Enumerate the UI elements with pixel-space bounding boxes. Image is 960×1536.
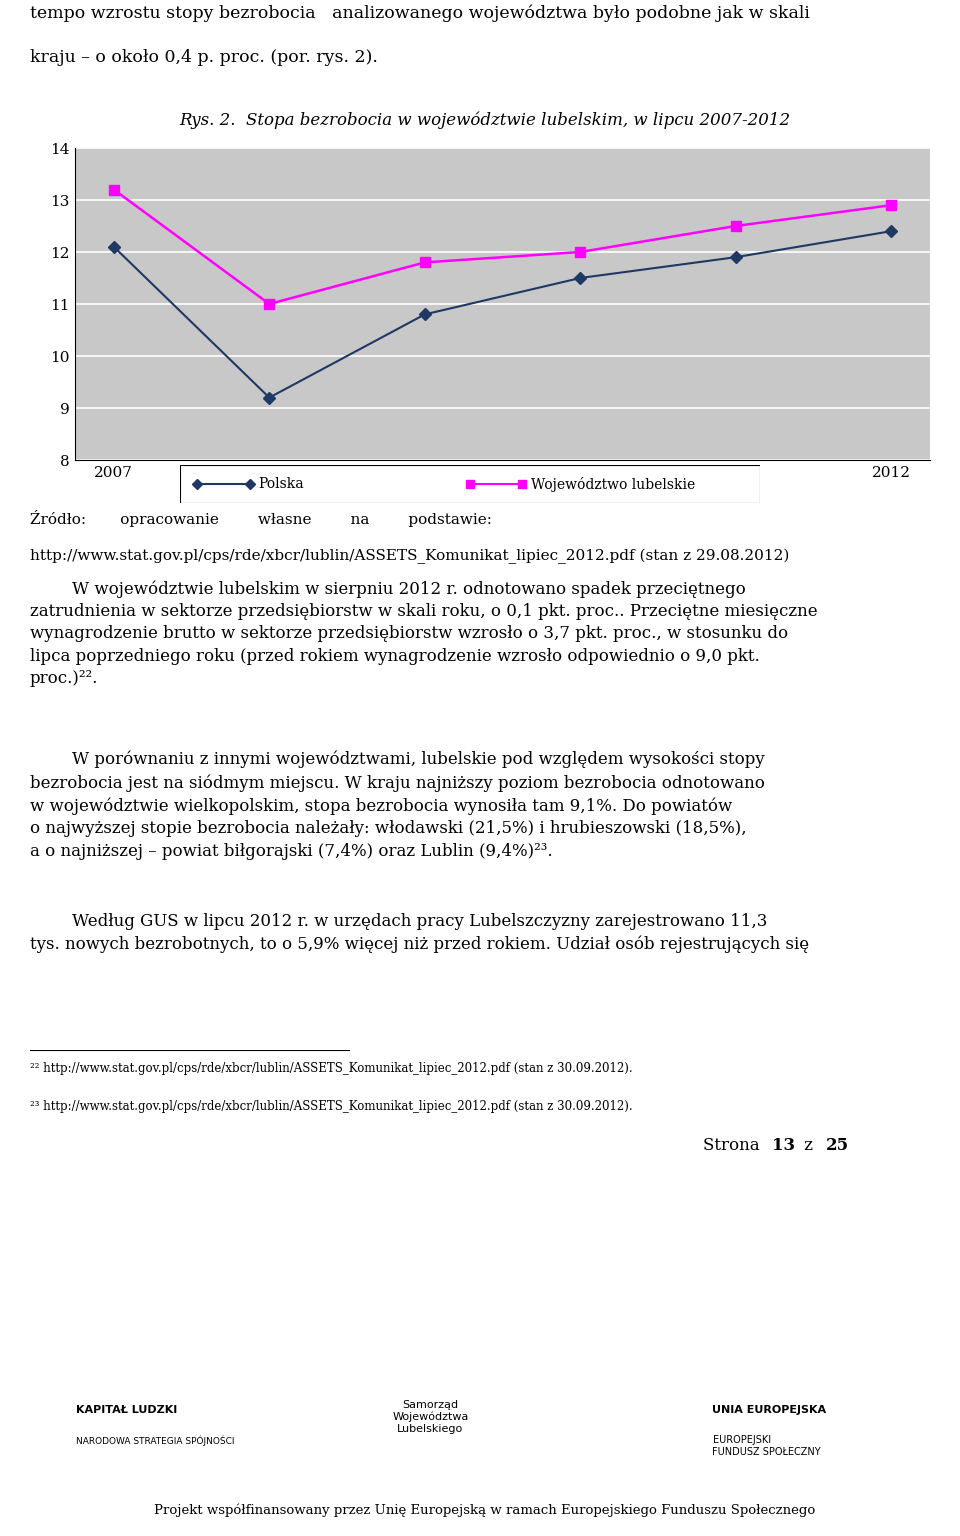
Text: Województwo lubelskie: Województwo lubelskie — [531, 476, 695, 492]
Text: KAPITAŁ LUDZKI: KAPITAŁ LUDZKI — [76, 1405, 177, 1415]
Text: NARODOWA STRATEGIA SPÓJNOŚCI: NARODOWA STRATEGIA SPÓJNOŚCI — [76, 1435, 234, 1445]
Text: Projekt współfinansowany przez Unię Europejską w ramach Europejskiego Funduszu S: Projekt współfinansowany przez Unię Euro… — [155, 1504, 816, 1516]
Text: 25: 25 — [827, 1137, 850, 1154]
Text: Strona: Strona — [704, 1137, 765, 1154]
Text: 13: 13 — [772, 1137, 795, 1154]
Text: UNIA EUROPEJSKA: UNIA EUROPEJSKA — [712, 1405, 827, 1415]
Text: W porównaniu z innymi województwami, lubelskie pod względem wysokości stopy
bezr: W porównaniu z innymi województwami, lub… — [30, 751, 765, 860]
Text: Źródło:       opracowanie        własne        na        podstawie:: Źródło: opracowanie własne na podstawie: — [30, 510, 492, 527]
Text: tempo wzrostu stopy bezrobocia   analizowanego województwa było podobne jak w sk: tempo wzrostu stopy bezrobocia analizowa… — [30, 5, 810, 23]
Text: Polska: Polska — [258, 478, 304, 492]
Text: kraju – o około 0,4 p. proc. (por. rys. 2).: kraju – o około 0,4 p. proc. (por. rys. … — [30, 49, 378, 66]
Text: ²³ http://www.stat.gov.pl/cps/rde/xbcr/lublin/ASSETS_Komunikat_lipiec_2012.pdf (: ²³ http://www.stat.gov.pl/cps/rde/xbcr/l… — [30, 1100, 633, 1112]
Text: Samorząd
Województwa
Lubelskiego: Samorząd Województwa Lubelskiego — [393, 1399, 468, 1433]
Text: W województwie lubelskim w sierpniu 2012 r. odnotowano spadek przeciętnego
zatru: W województwie lubelskim w sierpniu 2012… — [30, 581, 818, 687]
Text: ²² http://www.stat.gov.pl/cps/rde/xbcr/lublin/ASSETS_Komunikat_lipiec_2012.pdf (: ²² http://www.stat.gov.pl/cps/rde/xbcr/l… — [30, 1061, 633, 1075]
Text: Według GUS w lipcu 2012 r. w urzędach pracy Lubelszczyzny zarejestrowano 11,3
ty: Według GUS w lipcu 2012 r. w urzędach pr… — [30, 912, 809, 954]
Text: EUROPEJSKI
FUNDUSZ SPOŁECZNY: EUROPEJSKI FUNDUSZ SPOŁECZNY — [712, 1435, 821, 1456]
Text: Rys. 2.  Stopa bezrobocia w województwie lubelskim, w lipcu 2007-2012: Rys. 2. Stopa bezrobocia w województwie … — [180, 111, 791, 129]
Text: http://www.stat.gov.pl/cps/rde/xbcr/lublin/ASSETS_Komunikat_lipiec_2012.pdf (sta: http://www.stat.gov.pl/cps/rde/xbcr/lubl… — [30, 548, 789, 564]
Text: z: z — [799, 1137, 818, 1154]
